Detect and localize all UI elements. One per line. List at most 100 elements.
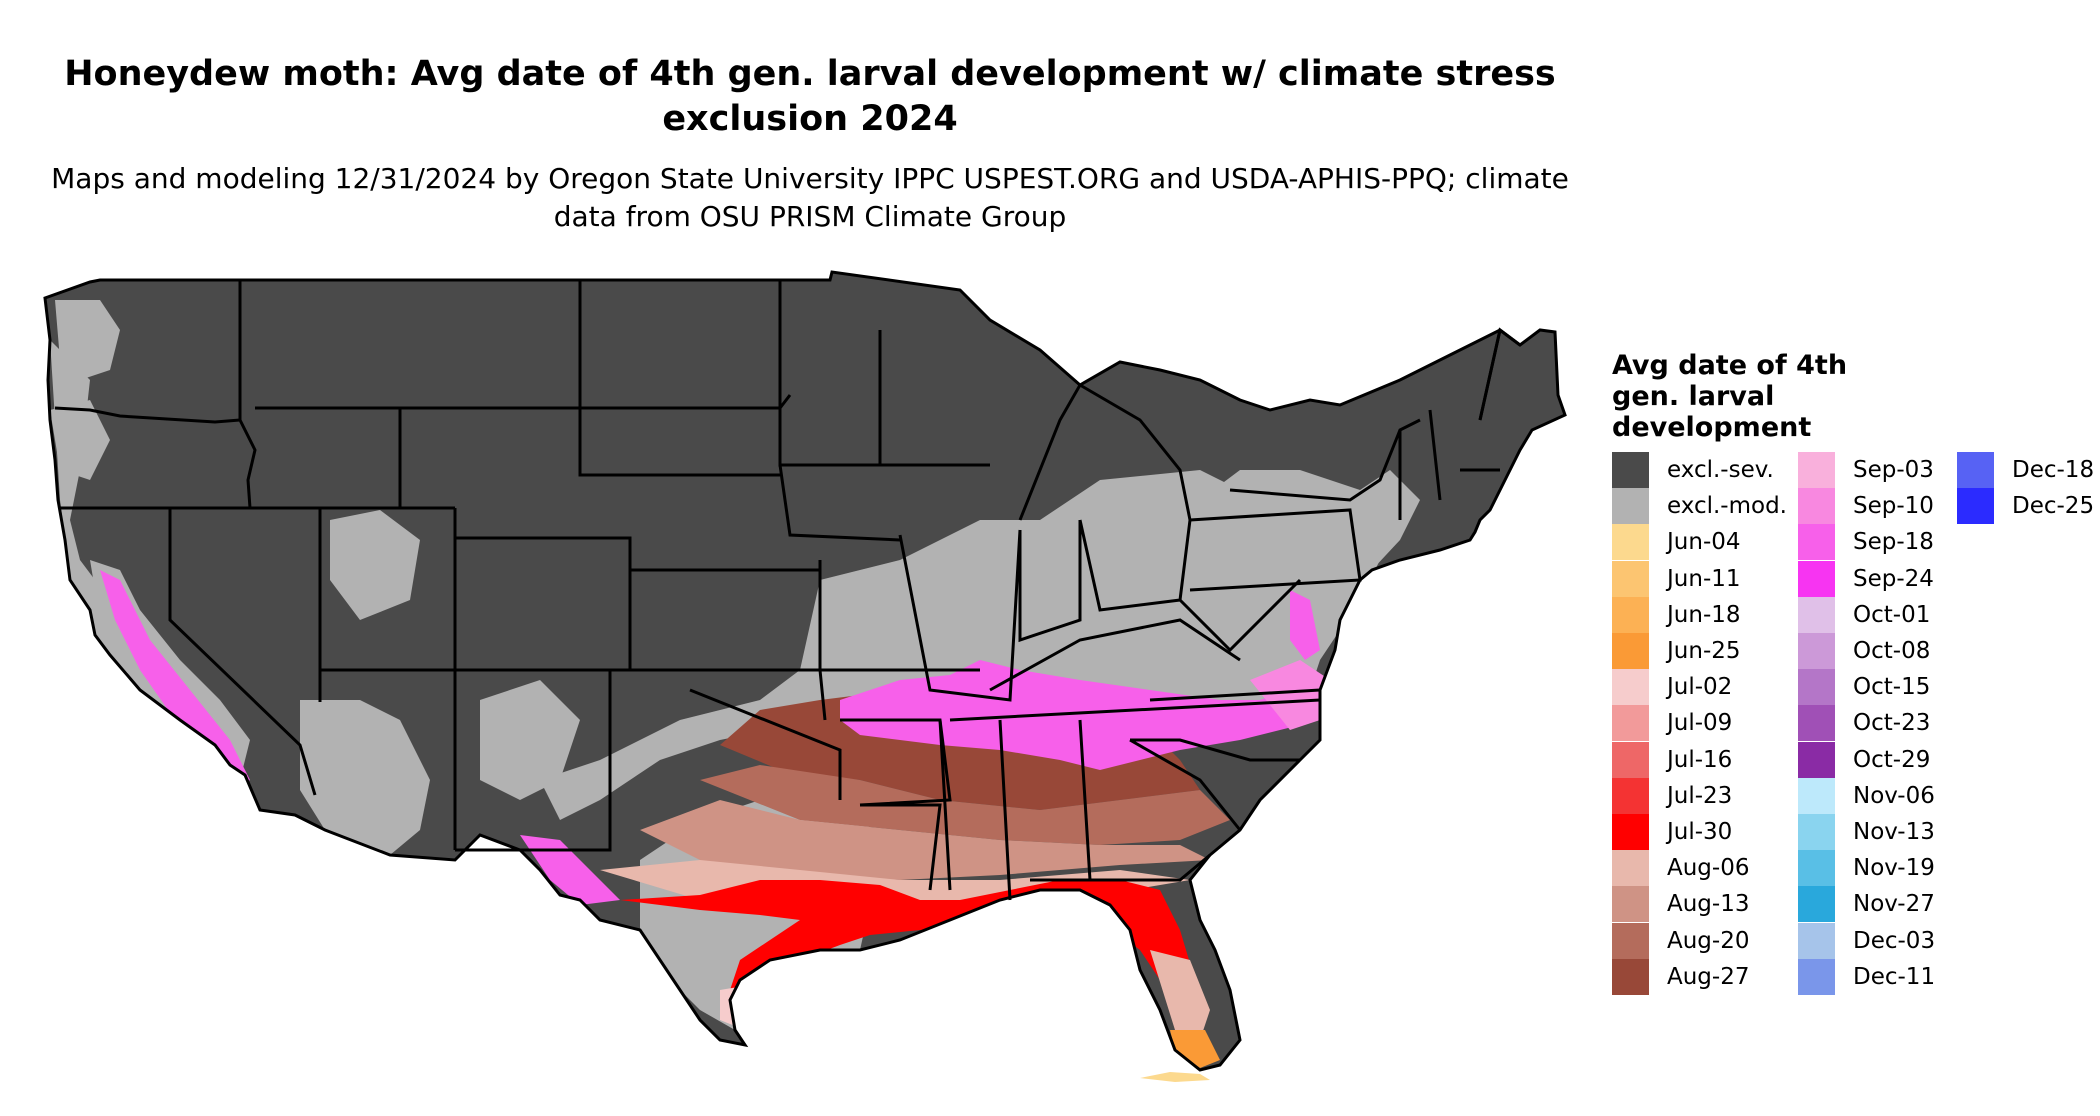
legend-item: Sep-18 [1798,524,1935,561]
legend-label: Jul-02 [1667,674,1733,701]
legend-swatch [1798,741,1835,778]
legend-label: Sep-24 [1853,565,1934,592]
legend-label: Oct-15 [1853,674,1931,701]
legend-swatch [1612,633,1649,670]
legend-label: Jul-23 [1667,782,1733,809]
legend-swatch [1798,633,1835,670]
legend-label: Oct-01 [1853,601,1931,628]
legend-swatch [1957,488,1994,525]
border-ia [778,464,901,542]
border-ky-tn [949,698,1321,722]
legend-swatch [1612,560,1649,597]
border-mi-lower [1018,382,1192,521]
legend-swatch [1612,452,1649,489]
legend-swatch [1612,669,1649,706]
zone-sep-north-carolina [1250,660,1330,730]
legend-label: Oct-23 [1853,710,1931,737]
legend-label: Sep-18 [1853,529,1934,556]
legend-item: Sep-24 [1798,560,1935,597]
legend-label: Dec-25 [2012,493,2095,520]
florida-keys [1140,1072,1210,1082]
legend-swatch [1612,850,1649,887]
legend-label: Jun-11 [1667,565,1741,592]
border-il [898,529,1022,702]
border-co [455,536,632,672]
legend-label: Dec-03 [1853,927,1936,954]
excl-moderate-arizona [300,700,430,855]
zone-aug-13 [640,800,1210,880]
legend-label: excl.-sev. [1667,457,1774,484]
legend-item: Dec-25 [1957,488,2095,525]
map-title: Honeydew moth: Avg date of 4th gen. larv… [64,54,1556,139]
legend-item: Nov-19 [1798,850,1935,887]
legend-item: Oct-15 [1798,669,1935,706]
zone-sep-california [100,570,250,790]
legend-item: excl.-mod. [1612,488,1787,525]
legend-label: Jun-25 [1667,638,1741,665]
legend-label: Jul-16 [1667,746,1733,773]
legend-swatch [1612,741,1649,778]
legend-item: Aug-13 [1612,886,1787,923]
legend-label: Nov-27 [1853,891,1935,918]
legend-label: Jul-30 [1667,818,1733,845]
legend-swatch [1612,524,1649,561]
legend-item: Jul-16 [1612,741,1787,778]
legend-label: Oct-08 [1853,638,1931,665]
legend-label: Sep-10 [1853,493,1934,520]
border-ga-sc [1129,738,1242,831]
legend-label: Jun-18 [1667,601,1741,628]
legend-label: Dec-11 [1853,963,1936,990]
border-wy [398,408,455,510]
legend-swatch [1612,922,1649,959]
legend-title: Avg date of 4th gen. larval development [1612,350,1848,443]
legend-swatch [1612,958,1649,995]
legend-swatch [1957,452,1994,489]
excl-moderate-washington [55,300,120,380]
legend-label: Sep-03 [1853,457,1934,484]
legend-label: Dec-18 [2012,457,2095,484]
border-ms-al [938,719,1092,901]
legend-item: Jul-02 [1612,669,1787,706]
state-borders [43,270,1567,1072]
zone-texas-jun-25 [740,1010,760,1040]
legend-item: Jul-30 [1612,813,1787,850]
legend-item: Nov-27 [1798,886,1935,923]
legend-swatch [1798,596,1835,633]
legend-item: Jun-04 [1612,524,1787,561]
border-wv-va [1178,578,1302,653]
border-ca-nv [168,508,317,796]
zone-florida-aug-06 [1150,950,1210,1040]
legend-swatch [1798,669,1835,706]
legend-swatch [1612,813,1649,850]
legend-column-1: excl.-sev. excl.-mod. Jun-04 Jun-11 Jun-18 Ju… [1612,452,1787,995]
legend-swatch [1798,813,1835,850]
legend-item: Jun-18 [1612,596,1787,633]
border-la [860,803,942,891]
excl-moderate-new-mexico [480,680,580,800]
legend-swatch [1798,705,1835,742]
map-subtitle: Maps and modeling 12/31/2024 by Oregon S… [51,162,1569,233]
excl-moderate-northeast [1200,470,1420,580]
legend-column-2: Sep-03 Sep-10 Sep-18 Sep-24 Oct-01 Oct-08 Oct-… [1798,452,1935,995]
legend-item: Oct-29 [1798,741,1935,778]
us-outline [43,270,1567,1072]
legend-item: Nov-13 [1798,813,1935,850]
legend-label: Aug-06 [1667,855,1750,882]
border-oh [1078,519,1192,612]
legend-item: Aug-06 [1612,850,1787,887]
legend-item: Aug-27 [1612,958,1787,995]
zone-sep-delaware [1290,590,1320,660]
legend-label: Nov-06 [1853,782,1935,809]
legend-swatch [1798,886,1835,923]
border-pa [1189,508,1362,592]
border-ky [989,618,1241,692]
legend-item: Dec-03 [1798,922,1936,959]
legend-item: Jul-09 [1612,705,1787,742]
legend-swatch [1798,958,1835,995]
border-va-nc [1149,688,1321,702]
legend-swatch [1612,777,1649,814]
border-wi [878,330,990,467]
border-nc-sc [1130,738,1300,762]
legend-item: Oct-08 [1798,633,1935,670]
